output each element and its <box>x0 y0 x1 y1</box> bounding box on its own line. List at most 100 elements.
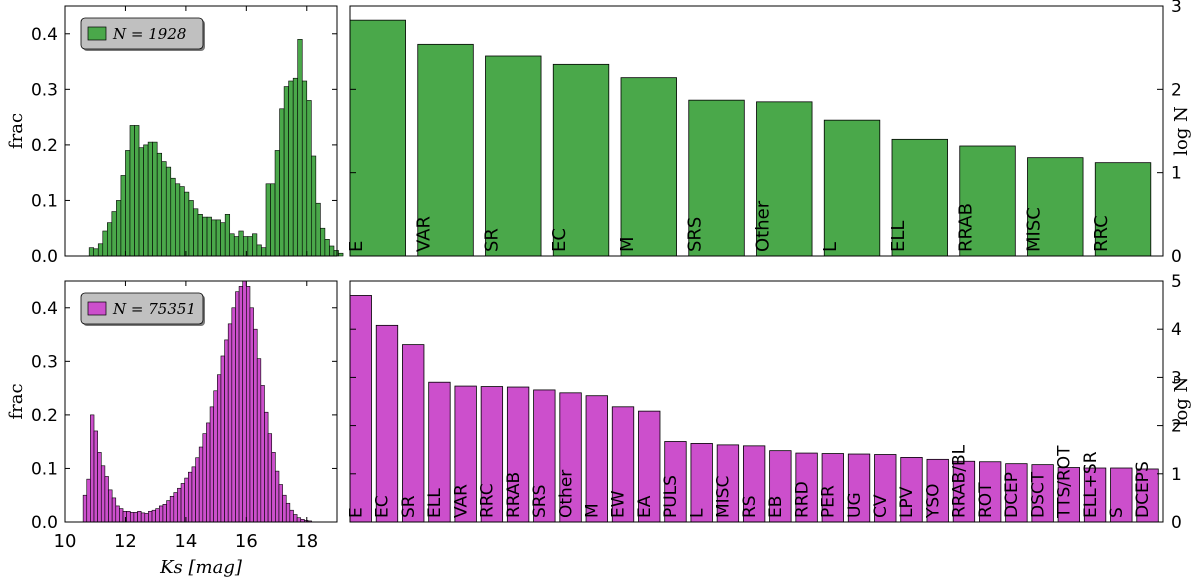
bar-category-label: RRD <box>792 481 812 518</box>
histogram-bar <box>126 510 131 523</box>
y-tick-label: 0.1 <box>31 191 58 211</box>
bar-category-label: EW <box>609 490 629 518</box>
legend-swatch <box>87 301 107 316</box>
histogram-bar <box>265 183 271 257</box>
y-axis-label: log N <box>1171 106 1192 156</box>
y-tick-label: 0.4 <box>31 299 58 319</box>
histogram-bar <box>197 214 203 257</box>
top-histogram-panel: 0.0 0.1 0.2 0.3 0.4 frac N = 1928 <box>6 5 344 267</box>
bar-category-label: VAR <box>451 484 471 518</box>
y-tick-label: 3 <box>1171 0 1182 17</box>
histogram-bar <box>129 125 135 257</box>
bar <box>349 19 406 257</box>
bottom-bar-panel: E EC SR ELL VAR RRC RRAB SRS Other M EW EA PULS L MISC… <box>346 272 1192 533</box>
bar-category-label: VAR <box>414 216 435 252</box>
legend: N = 75351 <box>80 292 205 326</box>
x-tick-label: 10 <box>54 531 77 552</box>
histogram-bar <box>278 484 283 523</box>
y-tick-label: 4 <box>1171 320 1182 340</box>
histogram-bar <box>260 385 265 523</box>
histogram-bar <box>179 186 185 257</box>
histogram-bar <box>256 358 262 523</box>
bar-category-label: Other <box>556 470 576 518</box>
y-tick-label: 0.0 <box>31 247 58 267</box>
bar <box>823 119 881 257</box>
histogram-bar <box>97 452 102 523</box>
histogram-bar <box>224 339 229 523</box>
bar-category-label: EC <box>549 228 570 252</box>
histogram-bar <box>202 433 207 523</box>
histogram-bar <box>202 216 208 257</box>
histogram-bar <box>100 465 106 523</box>
y-tick-label: 0.2 <box>31 136 58 156</box>
histogram-bar <box>256 244 262 257</box>
histogram-bar <box>249 307 254 523</box>
histogram-bar <box>147 141 153 257</box>
y-tick-label: 0.1 <box>31 459 58 479</box>
histogram-bar <box>180 483 185 523</box>
histogram-bar <box>217 374 222 523</box>
histogram-bar <box>148 510 153 523</box>
histogram-bar <box>82 494 88 523</box>
histogram-bar <box>253 328 258 523</box>
histogram-bar <box>88 247 95 257</box>
histogram-bar <box>289 509 294 523</box>
histogram-bar <box>296 517 302 523</box>
histogram-bar <box>151 509 156 523</box>
histogram-bar <box>162 504 167 523</box>
y-tick-label: 3 <box>1171 368 1182 388</box>
bar-category-label: SR <box>399 495 419 518</box>
legend: N = 1928 <box>80 17 205 51</box>
histogram-bar <box>306 100 312 257</box>
histogram-bar <box>111 497 117 523</box>
histogram-bar <box>134 125 140 257</box>
histogram-bar <box>238 286 244 523</box>
histogram-bar <box>193 208 199 257</box>
bar-category-label: RRC <box>1091 215 1112 252</box>
histogram-bar <box>213 390 218 523</box>
histogram-bar <box>102 230 108 257</box>
histogram-bar <box>238 230 244 257</box>
bar-category-label: EB <box>766 496 786 518</box>
bar-category-label: CV <box>871 494 891 518</box>
histogram-bar <box>133 512 138 523</box>
bar-category-label: MISC <box>1023 207 1044 252</box>
histogram-bar <box>275 470 280 523</box>
bar-category-label: PER <box>819 485 839 518</box>
bar-category-label: PULS <box>661 475 681 518</box>
histogram-bar <box>175 183 181 257</box>
x-tick-label: 16 <box>235 531 258 552</box>
histogram-bar <box>111 211 117 257</box>
histogram-bar <box>170 177 176 257</box>
bar-category-label: TTS/ROT <box>1055 445 1075 519</box>
bar-category-label: Other <box>752 200 773 252</box>
histogram-bar <box>246 286 251 523</box>
histogram-bar <box>165 166 172 257</box>
bottom-histogram-panel: 0.0 0.1 0.2 0.3 0.4 10 12 14 16 18 frac Ks [mag] N =… <box>6 280 338 578</box>
histogram-bar <box>184 191 190 257</box>
histogram-bar <box>293 514 298 523</box>
histogram-bar <box>209 406 214 523</box>
histogram-bar <box>247 236 253 257</box>
histogram-bar <box>329 245 335 257</box>
bar-category-label: E <box>346 241 367 252</box>
histogram-bar <box>224 214 231 257</box>
histogram-bar <box>90 414 95 523</box>
y-tick-label: 0.3 <box>31 80 58 100</box>
histogram-bar <box>188 471 193 523</box>
bar <box>620 77 677 257</box>
bar-category-label: L <box>687 508 707 518</box>
histogram-bar <box>116 200 122 257</box>
bar-category-label: SR <box>481 228 502 252</box>
bar-category-label: S <box>1107 507 1127 518</box>
histogram-bar <box>206 216 212 257</box>
legend-box <box>80 17 204 50</box>
histogram-bar <box>220 222 226 257</box>
histogram-bar <box>233 236 240 257</box>
histogram-bar <box>93 248 99 257</box>
legend-swatch <box>87 26 107 41</box>
histogram-bar <box>288 80 294 257</box>
bar-category-label: ELL <box>888 221 909 252</box>
histogram-bar <box>243 236 249 257</box>
